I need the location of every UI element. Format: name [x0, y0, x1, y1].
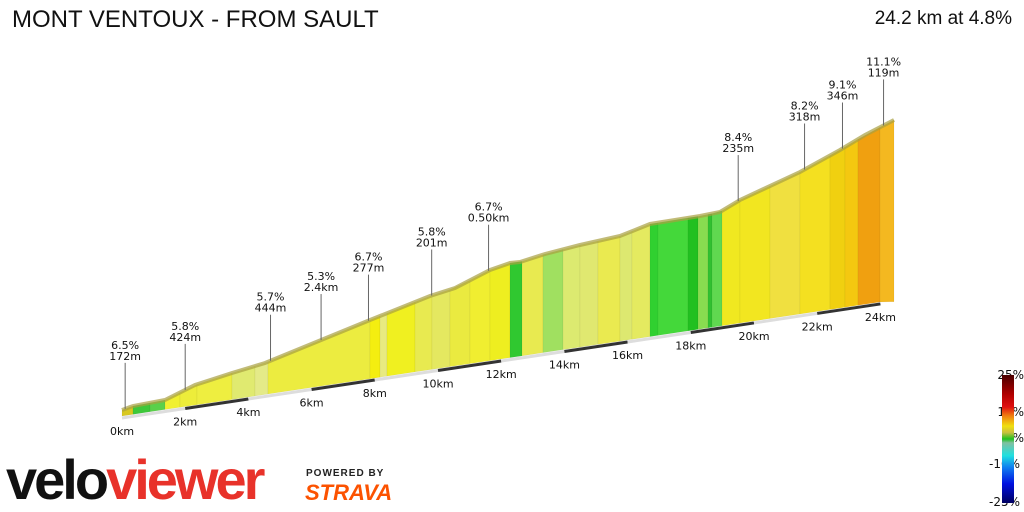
segment-grade-label: 8.2%: [791, 99, 819, 112]
climb-summary: 24.2 km at 4.8%: [874, 8, 1012, 29]
logo-text: viewer: [106, 448, 265, 511]
gradient-segment: [769, 171, 801, 319]
gradient-segment: [521, 254, 544, 357]
distance-band: [753, 311, 818, 325]
gradient-segment: [562, 244, 581, 350]
segment-length-label: 201m: [416, 236, 448, 249]
gradient-segment: [449, 279, 471, 367]
distance-band: [690, 321, 755, 334]
distance-band: [816, 302, 881, 315]
gradient-segment: [631, 223, 651, 340]
strava-logo: STRAVA: [305, 480, 393, 505]
km-tick-label: 8km: [363, 387, 387, 400]
segment-grade-label: 6.7%: [475, 201, 503, 214]
segment-length-label: 0.50km: [468, 212, 510, 225]
gradient-segment: [579, 240, 599, 348]
km-tick-label: 4km: [236, 406, 260, 419]
km-tick-label: 20km: [738, 330, 769, 343]
gradient-segment: [619, 230, 633, 342]
gradient-color-scale: [1002, 375, 1014, 503]
segment-length-label: 235m: [722, 142, 754, 155]
gradient-segment: [697, 214, 709, 330]
gradient-segment: [597, 235, 621, 345]
km-tick-label: 10km: [422, 377, 453, 390]
gradient-segment: [721, 199, 741, 327]
segment-length-label: 2.4km: [304, 281, 339, 294]
gradient-segment: [739, 185, 771, 324]
gradient-segment: [542, 249, 564, 353]
segment-grade-label: 6.5%: [111, 339, 139, 352]
veloviewer-logo: veloviewer: [6, 452, 265, 508]
gradient-segment: [431, 289, 451, 370]
gradient-segment: [509, 261, 523, 358]
gradient-segment: [687, 216, 699, 332]
gradient-segment: [414, 294, 433, 373]
segment-length-label: 318m: [789, 110, 821, 123]
segment-length-label: 346m: [827, 90, 859, 103]
legend-tick: -10%: [980, 457, 1020, 471]
km-tick-label: 2km: [173, 415, 197, 428]
segment-grade-label: 11.1%: [866, 55, 901, 68]
segment-grade-label: 9.1%: [829, 79, 857, 92]
distance-band: [121, 407, 186, 420]
distance-band: [500, 349, 565, 363]
km-tick-label: 22km: [802, 320, 833, 333]
segment-length-label: 277m: [353, 262, 385, 275]
distance-band: [248, 388, 312, 401]
segment-grade-label: 5.3%: [307, 270, 335, 283]
segment-grade-label: 5.8%: [171, 320, 199, 333]
km-tick-label: 12km: [486, 368, 517, 381]
km-tick-label: 6km: [300, 396, 324, 409]
km-tick-label: 24km: [865, 311, 896, 324]
distance-band: [374, 368, 439, 382]
km-tick-label: 14km: [549, 358, 580, 371]
gradient-segment: [707, 213, 713, 329]
climb-title: MONT VENTOUX - FROM SAULT: [12, 6, 379, 33]
gradient-segment: [657, 217, 689, 336]
gradient-segment: [829, 146, 846, 310]
legend-tick: -25%: [980, 495, 1020, 509]
km-tick-label: 0km: [110, 425, 134, 438]
segment-length-label: 172m: [109, 350, 141, 363]
segment-length-label: 424m: [169, 331, 201, 344]
gradient-segment: [879, 119, 895, 303]
logo-text: velo: [6, 448, 109, 511]
distance-band: [311, 378, 376, 391]
segment-length-label: 119m: [868, 66, 900, 79]
powered-by-label: POWERED BY: [306, 468, 385, 479]
segment-length-label: 444m: [255, 302, 287, 315]
segment-grade-label: 6.7%: [355, 251, 383, 264]
gradient-segment: [844, 138, 859, 308]
gradient-segment: [369, 315, 381, 379]
segment-grade-label: 5.7%: [257, 291, 285, 304]
gradient-segment: [711, 210, 723, 328]
distance-band: [184, 397, 249, 410]
distance-band: [437, 359, 502, 372]
gradient-segment: [469, 269, 491, 364]
km-tick-label: 18km: [675, 339, 706, 352]
distance-band: [627, 330, 692, 344]
km-tick-label: 16km: [612, 349, 643, 362]
segment-grade-label: 8.4%: [724, 131, 752, 144]
gradient-segment: [379, 312, 388, 378]
gradient-segment: [489, 262, 511, 361]
gradient-segment: [857, 126, 881, 306]
segment-grade-label: 5.8%: [418, 225, 446, 238]
distance-band: [564, 340, 628, 353]
gradient-segment: [649, 222, 659, 337]
profile-top-edge: [121, 118, 895, 412]
gradient-segment: [799, 155, 831, 315]
